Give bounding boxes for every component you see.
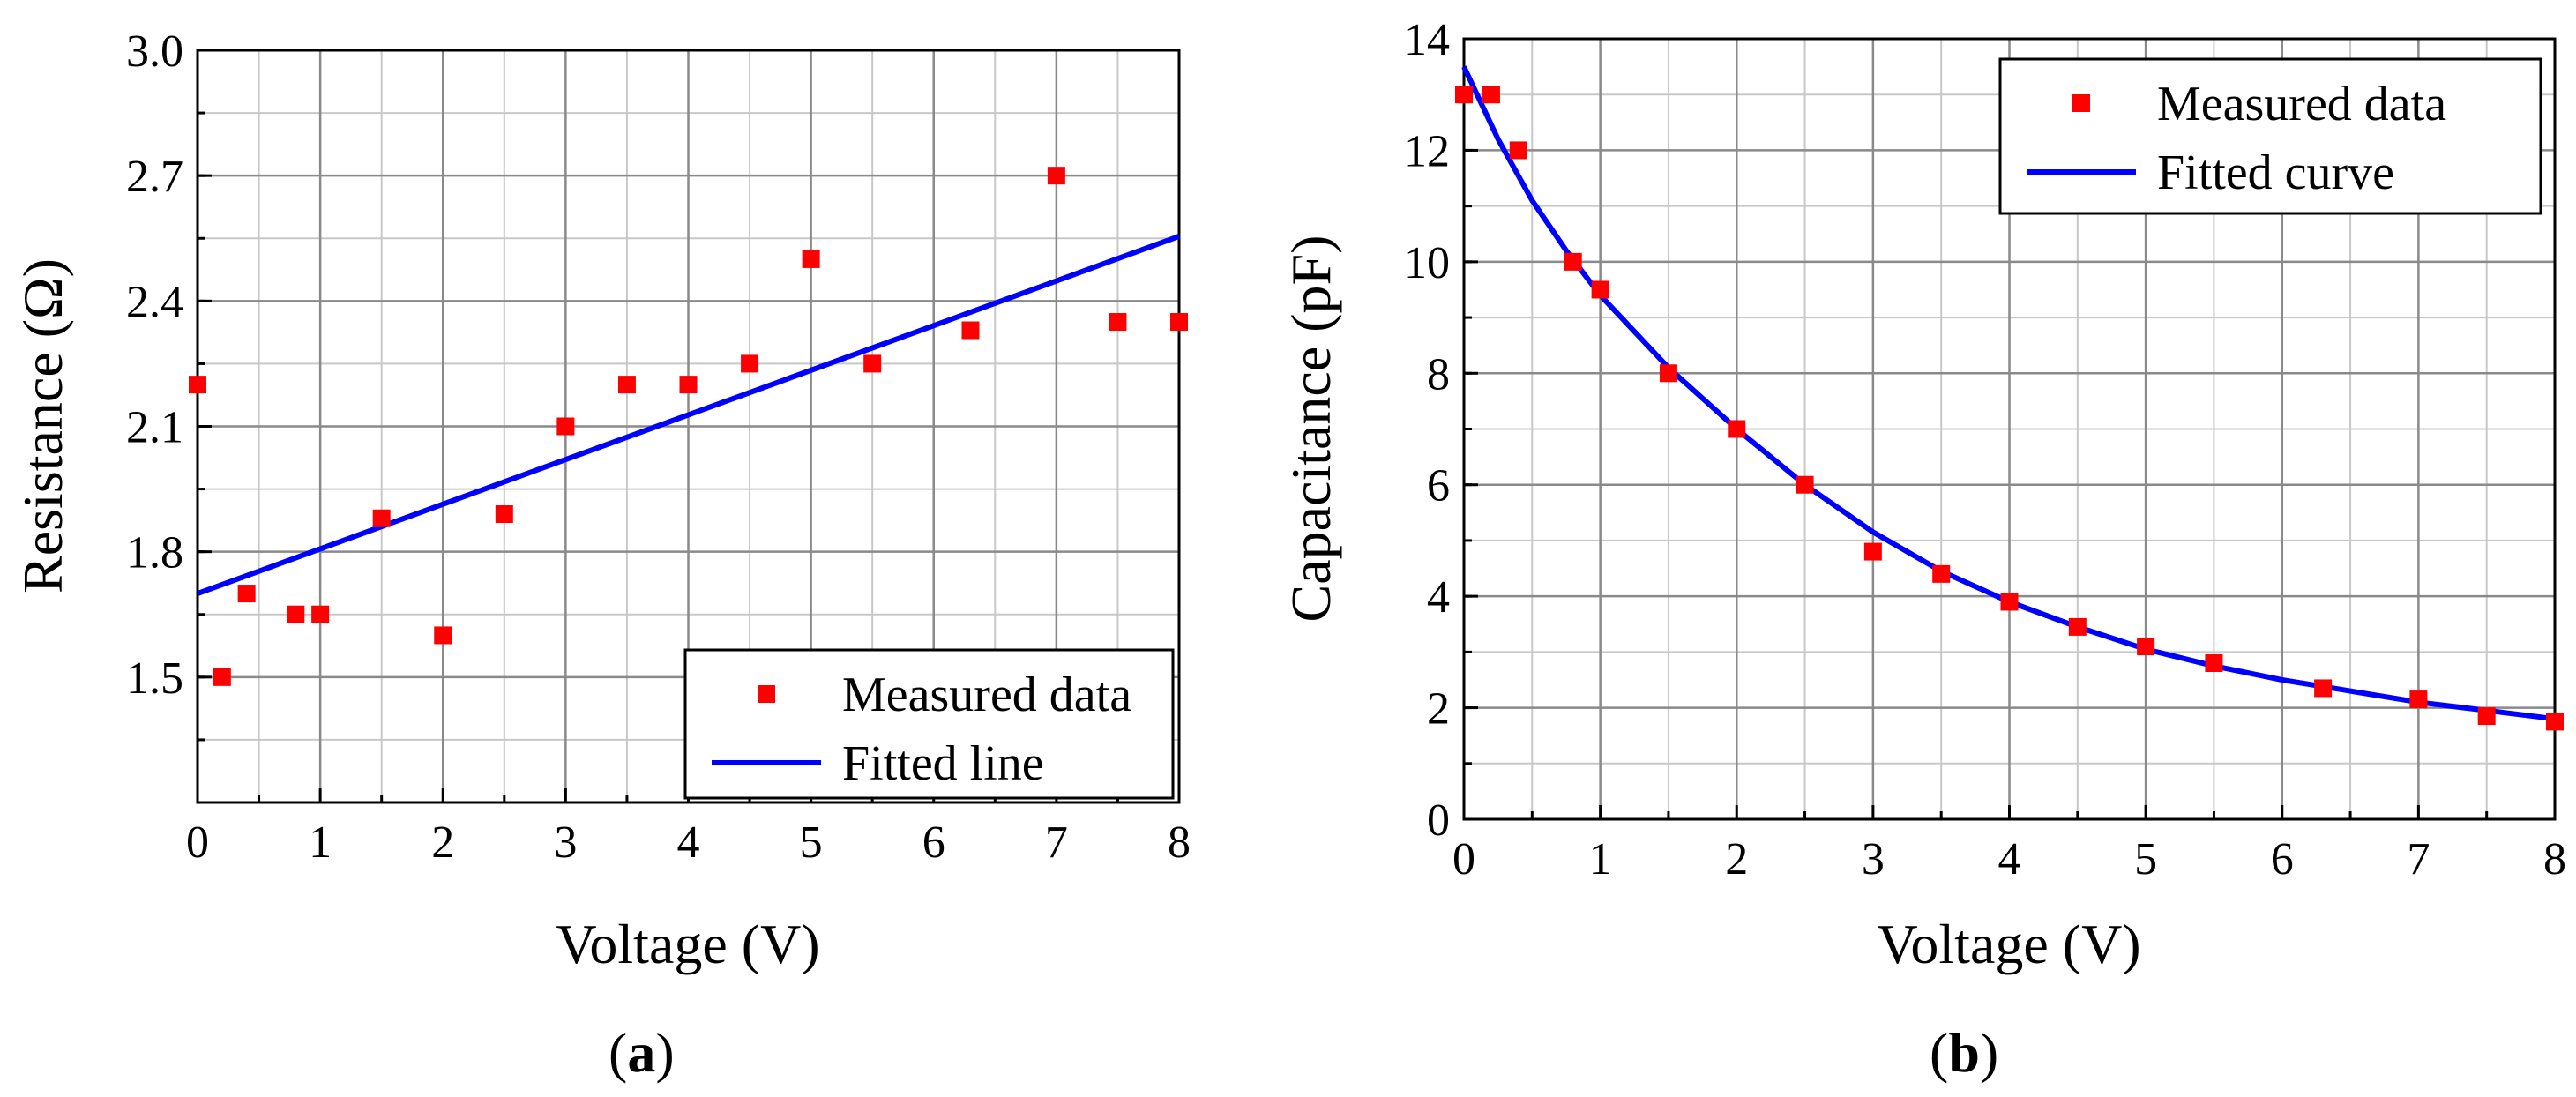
data-point	[1659, 364, 1677, 383]
data-point	[802, 250, 820, 268]
y-tick-label: 10	[1404, 238, 1450, 288]
y-tick-label: 2.1	[126, 403, 183, 453]
data-point	[1482, 86, 1500, 104]
y-tick-label: 6	[1427, 461, 1450, 511]
panel-label: (a)	[609, 1021, 675, 1084]
y-tick-label: 2.4	[126, 277, 183, 327]
data-point	[1796, 475, 1814, 494]
data-point	[2409, 690, 2428, 709]
data-point	[1509, 141, 1527, 160]
data-point	[287, 605, 305, 623]
data-point	[556, 417, 575, 436]
x-tick-label: 6	[2271, 834, 2294, 884]
data-point	[2314, 679, 2333, 698]
x-axis-label: Voltage (V)	[1877, 913, 2140, 975]
legend-entry-label: Measured data	[2157, 77, 2446, 131]
x-tick-label: 5	[2134, 834, 2157, 884]
panel-label-open-paren: (	[1930, 1021, 1948, 1084]
y-tick-label: 2.7	[126, 152, 183, 202]
x-axis-label: Voltage (V)	[556, 913, 819, 975]
panel-label-close-paren: )	[655, 1021, 674, 1084]
plot-content	[189, 167, 1188, 686]
data-point	[1109, 313, 1127, 332]
data-point	[237, 585, 256, 603]
y-tick-label: 12	[1404, 126, 1450, 176]
y-tick-label: 1.5	[126, 653, 183, 704]
ticks	[1462, 37, 2557, 821]
legend-box	[1998, 57, 2542, 215]
data-point	[495, 505, 513, 524]
x-tick-label: 6	[922, 817, 945, 868]
y-tick-label: 2	[1427, 684, 1450, 735]
data-point	[372, 509, 391, 527]
x-tick-label: 1	[1589, 834, 1612, 884]
panel-label-letter: a	[627, 1021, 655, 1084]
y-tick-label: 8	[1427, 349, 1450, 399]
data-point	[1564, 252, 1582, 271]
data-point	[741, 354, 759, 373]
data-point	[2000, 593, 2019, 611]
panel-label-close-paren: )	[1980, 1021, 1998, 1084]
panel-label-open-paren: (	[609, 1021, 627, 1084]
data-point	[1728, 420, 1746, 438]
y-tick-label: 0	[1427, 795, 1450, 846]
legend-entry-label: Measured data	[842, 668, 1131, 722]
y-tick-label: 4	[1427, 572, 1450, 623]
x-tick-label: 3	[554, 817, 577, 868]
plot-content	[1455, 65, 2564, 731]
x-tick-label: 0	[186, 817, 209, 868]
chart-panel-a: 0 1 2 3 4 5 6 7 8 1.5 1.8 2.1 2.4 2.7 3.0 Voltage (V) Re…	[11, 26, 1191, 1084]
data-point	[434, 626, 452, 645]
y-tick-label: 14	[1404, 15, 1450, 65]
x-tick-label: 3	[1862, 834, 1885, 884]
data-point	[961, 321, 980, 340]
x-tick-label: 8	[2543, 834, 2566, 884]
x-tick-label: 2	[431, 817, 454, 868]
panel-label-letter: b	[1948, 1021, 1980, 1084]
data-point	[1047, 167, 1065, 185]
x-tick-label: 1	[309, 817, 332, 868]
data-point	[2068, 617, 2087, 636]
data-point	[1932, 564, 1951, 583]
x-tick-label: 7	[2407, 834, 2430, 884]
data-point	[189, 376, 206, 394]
legend-entry-label: Fitted line	[842, 736, 1044, 791]
data-point	[617, 376, 636, 394]
data-point	[2205, 654, 2223, 672]
series-line-1	[196, 234, 1181, 596]
data-point	[2477, 707, 2496, 726]
data-point	[1863, 542, 1882, 561]
data-point	[213, 668, 231, 686]
data-point	[679, 376, 698, 394]
y-axis-label: Resistance (Ω)	[11, 258, 74, 593]
x-tick-label: 4	[1998, 834, 2021, 884]
x-tick-label: 7	[1045, 817, 1068, 868]
panel-label: (b)	[1930, 1021, 1998, 1084]
data-point	[2546, 713, 2564, 731]
x-tick-label: 4	[677, 817, 700, 868]
legend-box	[683, 648, 1175, 800]
x-tick-label: 5	[800, 817, 823, 868]
data-point	[1591, 280, 1609, 299]
legend: Measured data Fitted curve	[1998, 57, 2542, 215]
legend: Measured data Fitted line	[683, 648, 1175, 800]
legend-marker-symbol	[758, 685, 775, 703]
data-point	[311, 605, 330, 623]
data-point	[863, 354, 882, 373]
y-tick-label: 3.0	[126, 26, 183, 77]
x-tick-label: 8	[1168, 817, 1191, 868]
x-tick-label: 0	[1452, 834, 1475, 884]
legend-entry-label: Fitted curve	[2157, 146, 2394, 200]
data-point	[2137, 638, 2155, 656]
data-point	[1170, 313, 1188, 332]
legend-marker-symbol	[2072, 94, 2090, 112]
y-tick-label: 1.8	[126, 528, 183, 578]
x-tick-label: 2	[1725, 834, 1748, 884]
y-axis-label: Capacitance (pF)	[1280, 235, 1342, 623]
data-point	[1455, 86, 1473, 104]
